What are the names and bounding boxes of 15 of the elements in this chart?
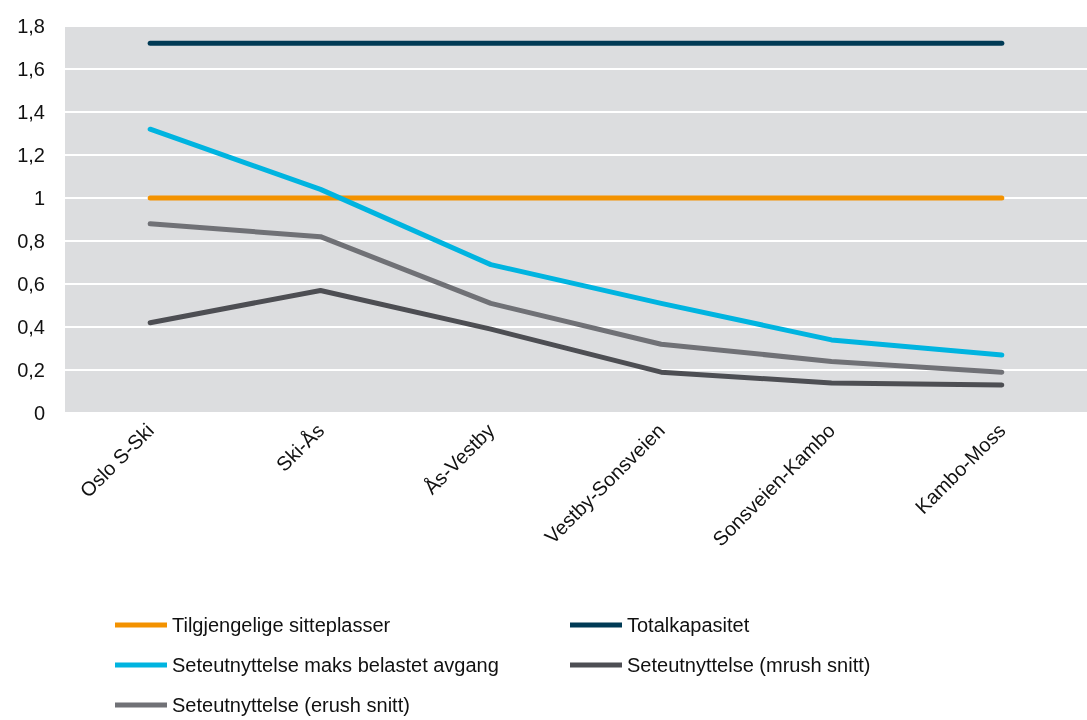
legend-label: Seteutnyttelse maks belastet avgang [172, 654, 499, 676]
y-tick-label: 0 [33, 402, 45, 424]
y-tick-label: 0,2 [17, 359, 45, 381]
y-tick-label: 0,8 [17, 230, 45, 252]
y-tick-label: 1,6 [17, 58, 45, 80]
legend-label: Seteutnyttelse (mrush snitt) [627, 654, 871, 676]
y-tick-label: 1,2 [17, 144, 45, 166]
y-tick-label: 1,4 [17, 101, 45, 123]
y-tick-label: 0,6 [17, 273, 45, 295]
legend-label: Totalkapasitet [627, 614, 750, 636]
y-tick-label: 1,8 [17, 15, 45, 37]
legend-label: Tilgjengelige sitteplasser [172, 614, 391, 636]
y-tick-label: 0,4 [17, 316, 45, 338]
legend-label: Seteutnyttelse (erush snitt) [172, 694, 410, 716]
y-tick-label: 1 [33, 187, 45, 209]
